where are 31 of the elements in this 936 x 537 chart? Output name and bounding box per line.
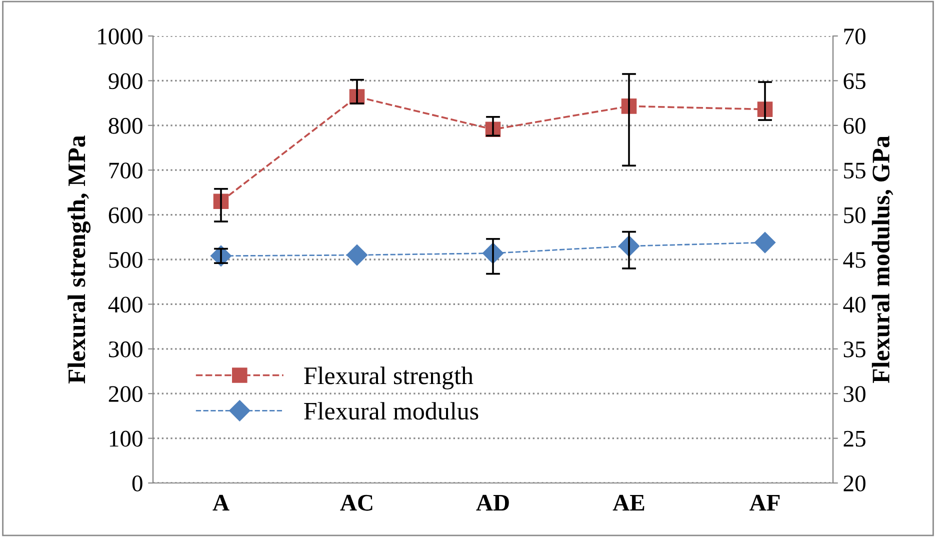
x-tick-label: AF xyxy=(749,494,780,510)
x-tick-label: AE xyxy=(612,494,644,510)
y-axis-title: Flexural strength, MPa xyxy=(68,135,90,384)
y2-axis-title: Flexural modulus, GPa xyxy=(872,136,894,384)
legend-label: Flexural modulus xyxy=(304,402,478,420)
y2-tick-label: 50 xyxy=(844,207,866,224)
y2-tick-label: 45 xyxy=(843,252,866,268)
y-tick-label: 600 xyxy=(108,207,142,224)
x-tick-label: A xyxy=(212,494,230,510)
y2-tick-label: 25 xyxy=(844,430,866,447)
y2-tick-label: 35 xyxy=(844,341,866,358)
y-tick-label: 400 xyxy=(108,296,142,313)
y-tick-label: 300 xyxy=(108,341,142,358)
y2-tick-label: 65 xyxy=(844,73,866,90)
y2-tick-label: 55 xyxy=(844,162,866,179)
y2-tick-label: 70 xyxy=(844,28,866,44)
y-tick-label: 800 xyxy=(108,118,142,134)
x-tick-label: AD xyxy=(476,494,509,511)
y-tick-label: 1000 xyxy=(98,28,142,44)
x-tick-label: AC xyxy=(340,494,372,511)
y-tick-label: 700 xyxy=(109,162,142,179)
y-tick-label: 900 xyxy=(108,73,142,90)
y2-tick-label: 40 xyxy=(843,296,866,313)
y-tick-label: 200 xyxy=(108,386,142,402)
y2-tick-label: 60 xyxy=(844,118,866,134)
y-tick-label: 0 xyxy=(132,475,142,492)
y-tick-label: 100 xyxy=(110,430,142,447)
y2-tick-label: 30 xyxy=(844,386,866,402)
legend-label: Flexural strength xyxy=(304,366,474,390)
y2-tick-label: 20 xyxy=(844,475,866,492)
y-tick-label: 500 xyxy=(109,252,142,268)
